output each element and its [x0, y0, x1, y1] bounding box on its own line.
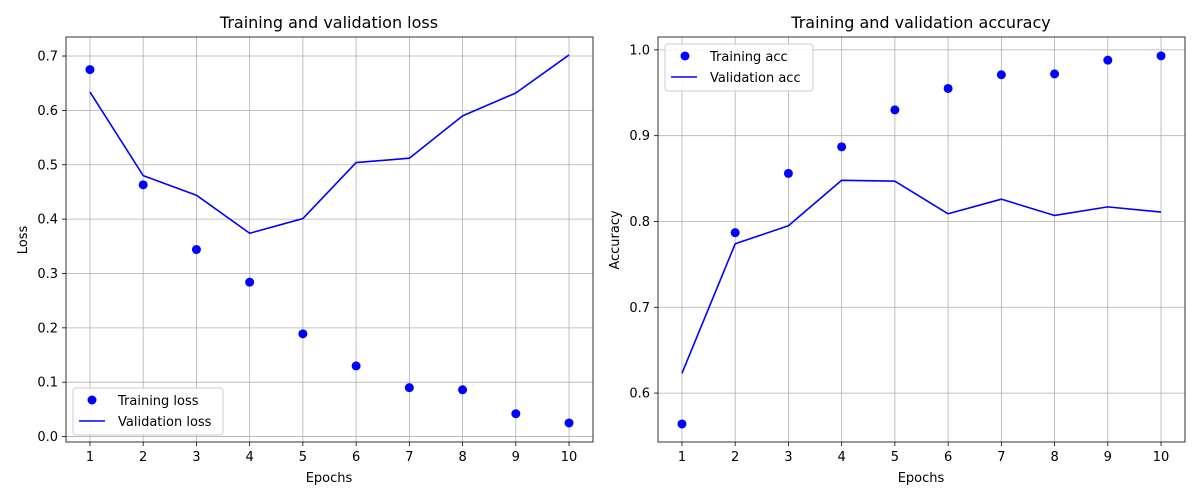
plot-area	[677, 51, 1166, 429]
plot-area	[85, 54, 574, 428]
chart-title: Training and validation accuracy	[790, 13, 1050, 32]
x-tick-label: 3	[784, 450, 792, 465]
x-tick-label: 9	[512, 450, 520, 465]
y-tick-label: 1.0	[629, 43, 650, 58]
x-tick-label: 1	[86, 450, 94, 465]
legend-box	[72, 387, 224, 436]
x-tick-label: 9	[1104, 450, 1112, 465]
training-point	[298, 329, 308, 339]
legend: Training acc Validation acc	[664, 43, 814, 92]
y-tick-label: 0.1	[37, 376, 58, 391]
legend-label-training: Training loss	[117, 394, 199, 409]
x-tick-label: 4	[838, 450, 846, 465]
y-tick-label: 0.6	[629, 387, 650, 402]
training-point	[564, 418, 574, 428]
y-tick-label: 0.6	[37, 104, 58, 119]
legend-box	[664, 43, 814, 92]
x-tick-label: 2	[731, 450, 739, 465]
chart-title: Training and validation loss	[219, 13, 438, 32]
y-tick-label: 0.2	[37, 321, 58, 336]
legend-label-validation: Validation loss	[118, 415, 212, 430]
training-point	[1103, 55, 1113, 65]
training-point	[85, 65, 95, 75]
y-axis-label: Loss	[16, 226, 31, 255]
training-point	[351, 361, 361, 371]
training-point	[996, 70, 1006, 80]
legend-label-validation: Validation acc	[710, 71, 801, 86]
training-point	[890, 105, 900, 115]
loss-chart: Training and validation loss 1 2 3 4 5 6 7 8 9 10…	[16, 13, 594, 486]
x-tick-label: 7	[405, 450, 413, 465]
training-point	[943, 83, 953, 93]
training-point	[511, 409, 521, 419]
validation-line	[681, 179, 1162, 374]
x-tick-label: 10	[1153, 450, 1170, 465]
y-tick-label: 0.9	[629, 129, 650, 144]
y-axis-label: Accuracy	[608, 210, 623, 270]
x-tick-label: 8	[458, 450, 466, 465]
legend-marker-training	[87, 395, 97, 405]
training-point	[458, 385, 468, 395]
grid	[66, 37, 593, 442]
legend-marker-training	[680, 51, 690, 61]
x-tick-label: 5	[891, 450, 899, 465]
x-tick-label: 5	[299, 450, 307, 465]
ticks: 1 2 3 4 5 6 7 8 9 10 0.0 0.1 0.2 0.3 0.4 0.5 0.6 0.7	[37, 50, 577, 465]
legend-label-training: Training acc	[709, 50, 788, 65]
y-tick-label: 0.3	[37, 267, 58, 282]
training-point	[730, 228, 740, 238]
training-point	[191, 245, 201, 255]
validation-line	[89, 54, 570, 235]
accuracy-chart: Training and validation accuracy 1 2 3 4 5 6 7…	[608, 13, 1186, 486]
y-tick-label: 0.0	[37, 430, 58, 445]
legend: Training loss Validation loss	[72, 387, 224, 436]
x-tick-label: 8	[1050, 450, 1058, 465]
x-tick-label: 6	[944, 450, 952, 465]
training-point	[138, 180, 148, 190]
axes-frame	[657, 36, 1186, 443]
x-tick-label: 10	[561, 450, 578, 465]
grid	[658, 37, 1185, 442]
y-tick-label: 0.7	[37, 50, 58, 65]
training-point	[783, 168, 793, 178]
x-axis-label: Epochs	[898, 471, 945, 486]
x-tick-label: 3	[192, 450, 200, 465]
x-tick-label: 4	[246, 450, 254, 465]
x-axis-label: Epochs	[306, 471, 353, 486]
y-tick-label: 0.5	[37, 158, 58, 173]
x-tick-label: 6	[352, 450, 360, 465]
x-tick-label: 7	[997, 450, 1005, 465]
y-tick-label: 0.8	[629, 215, 650, 230]
x-tick-label: 1	[678, 450, 686, 465]
ticks: 1 2 3 4 5 6 7 8 9 10 0.6 0.7 0.8 0.9 1.0	[629, 43, 1169, 465]
training-point	[837, 142, 847, 152]
training-point	[1156, 51, 1166, 61]
training-point	[1050, 69, 1060, 79]
x-tick-label: 2	[139, 450, 147, 465]
y-tick-label: 0.7	[629, 301, 650, 316]
y-tick-label: 0.4	[37, 213, 58, 228]
training-point	[677, 419, 687, 429]
axes-frame	[65, 36, 594, 443]
training-point	[404, 383, 414, 393]
training-point	[245, 277, 255, 287]
